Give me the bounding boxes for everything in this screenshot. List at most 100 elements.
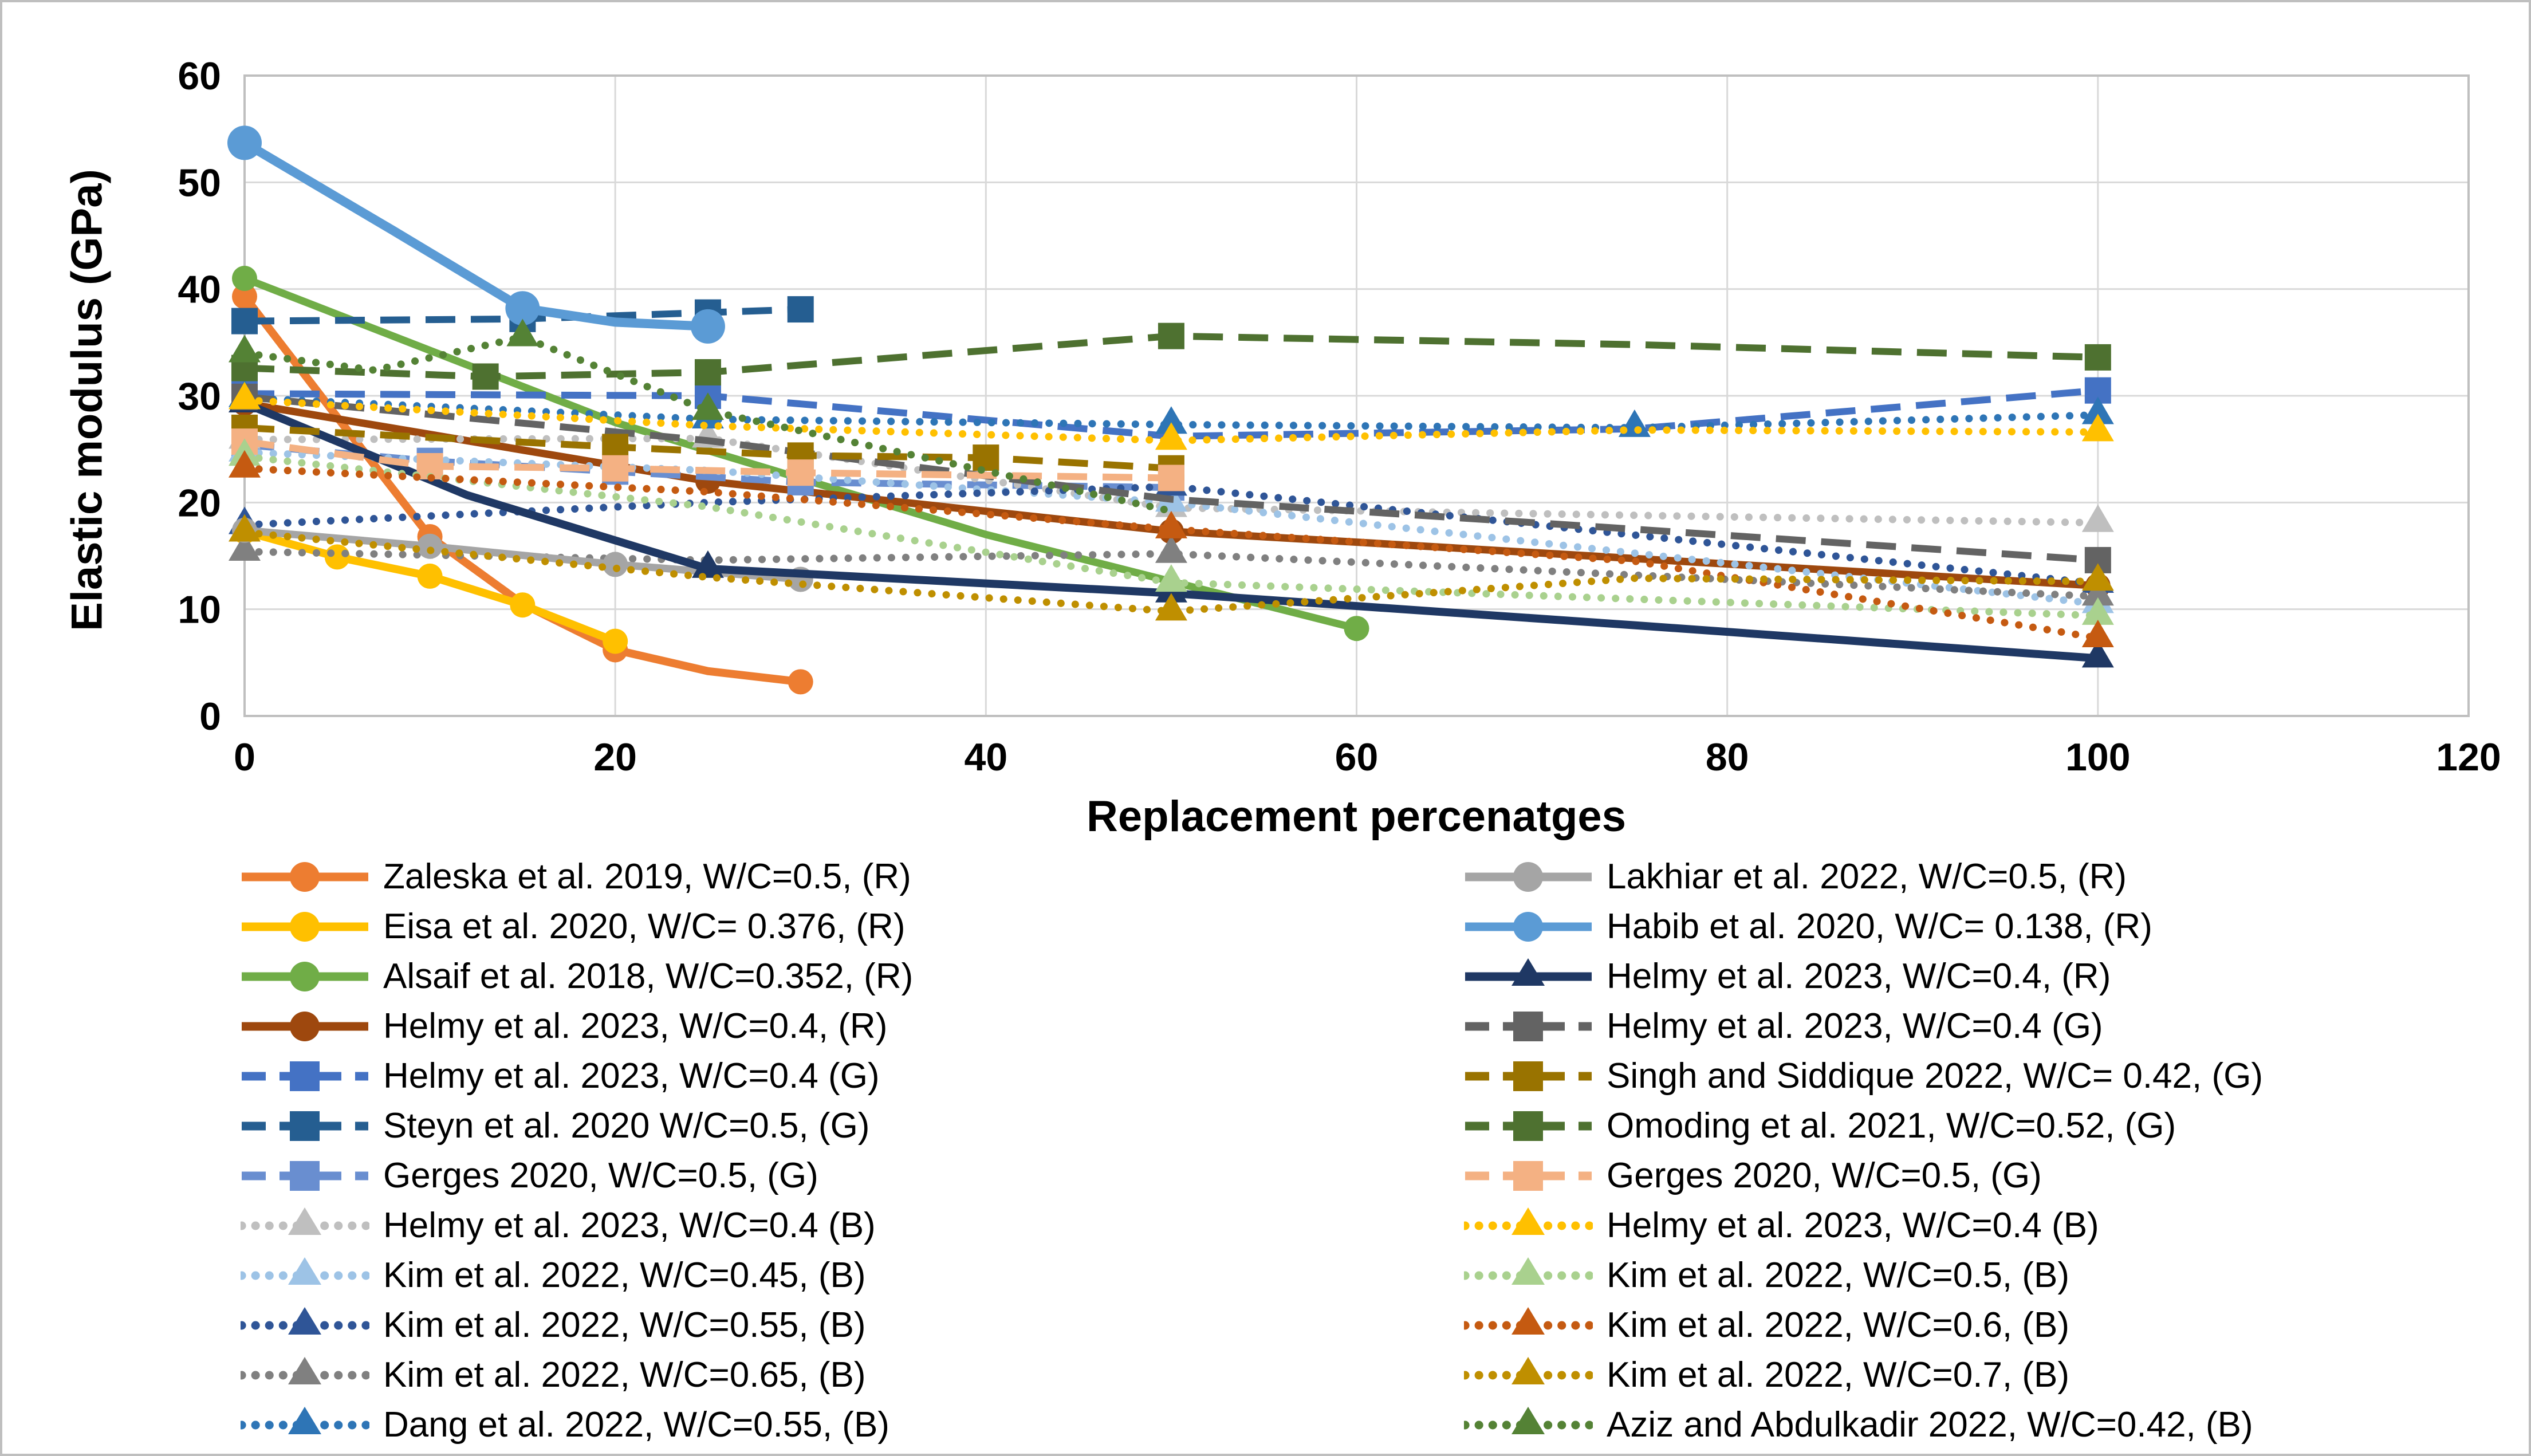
legend-marker-icon xyxy=(1465,1160,1592,1191)
series-marker xyxy=(1155,406,1187,434)
series-marker xyxy=(2081,619,2114,647)
x-tick-label: 40 xyxy=(965,735,1008,779)
legend-marker-icon xyxy=(242,961,368,991)
legend-marker-icon xyxy=(1465,1111,1592,1141)
legend-item: Dang et al. 2022, W/C=0.55, (B) xyxy=(241,1400,1461,1450)
legend-marker-sample xyxy=(288,1207,321,1235)
series-marker xyxy=(694,359,721,386)
legend-marker-sample xyxy=(1513,861,1543,892)
legend-item-label: Singh and Siddique 2022, W/C= 0.42, (G) xyxy=(1607,1056,2263,1096)
x-tick-label: 100 xyxy=(2065,735,2130,779)
series-marker xyxy=(505,291,540,326)
legend-marker-icon xyxy=(1464,1406,1593,1434)
legend-item: Helmy et al. 2023, W/C=0.4 (G) xyxy=(241,1051,1461,1101)
legend-item-label: Kim et al. 2022, W/C=0.6, (B) xyxy=(1607,1305,2070,1345)
legend-item: Helmy et al. 2023, W/C=0.4 (B) xyxy=(241,1201,1461,1250)
series-marker xyxy=(231,308,258,335)
series-marker xyxy=(510,592,536,618)
series-marker xyxy=(2081,504,2114,532)
legend-marker-sample xyxy=(1511,1356,1545,1384)
legend-item: Kim et al. 2022, W/C=0.45, (B) xyxy=(241,1250,1461,1300)
y-tick-label: 50 xyxy=(178,161,221,204)
legend-marker-icon xyxy=(242,1061,368,1091)
series-marker xyxy=(232,266,257,292)
legend-marker-icon xyxy=(1465,958,1592,986)
series-marker xyxy=(229,381,261,410)
series-marker xyxy=(1158,322,1184,349)
legend-marker-icon xyxy=(242,861,368,892)
series-23 xyxy=(229,318,1175,515)
series-line xyxy=(244,393,2099,564)
legend-marker-icon xyxy=(242,1011,368,1041)
legend-item: Lakhiar et al. 2022, W/C=0.5, (R) xyxy=(1464,852,2524,902)
legend-item-label: Gerges 2020, W/C=0.5, (G) xyxy=(1607,1156,2042,1195)
legend-marker-sample xyxy=(290,1011,320,1041)
legend-item: Kim et al. 2022, W/C=0.5, (B) xyxy=(1464,1250,2524,1300)
series-marker xyxy=(2081,578,2114,606)
y-tick-label: 40 xyxy=(178,268,221,312)
legend-marker-icon xyxy=(1464,1307,1593,1335)
series-marker xyxy=(973,444,999,471)
series-marker xyxy=(1155,535,1187,563)
series-13 xyxy=(227,125,725,344)
series-line xyxy=(244,332,2098,380)
legend-marker-sample xyxy=(1511,1207,1545,1235)
series-marker xyxy=(229,514,261,542)
legend-marker-sample xyxy=(1511,1307,1545,1335)
legend-item-label: Helmy et al. 2023, W/C=0.4 (G) xyxy=(383,1056,880,1096)
legend-item-label: Helmy et al. 2023, W/C=0.4 (B) xyxy=(383,1206,876,1245)
y-axis-title: Elastic modulus (GPa) xyxy=(62,169,112,631)
legend-marker-icon xyxy=(1465,911,1592,942)
series-line xyxy=(241,333,1175,515)
legend-marker-icon xyxy=(1465,1061,1592,1091)
legend-item: Helmy et al. 2023, W/C=0.4 (G) xyxy=(1464,1001,2524,1051)
series-marker xyxy=(2081,563,2114,591)
legend-item-label: Aziz and Abdulkadir 2022, W/C=0.42, (B) xyxy=(1607,1405,2253,1445)
legend-marker-sample xyxy=(290,1160,320,1191)
legend-marker-icon xyxy=(241,1307,369,1335)
legend-marker-sample xyxy=(1511,1257,1545,1285)
legend-item-label: Gerges 2020, W/C=0.5, (G) xyxy=(383,1156,818,1195)
legend-item: Helmy et al. 2023, W/C=0.4, (R) xyxy=(241,1001,1461,1051)
legend-marker-sample xyxy=(1513,911,1543,942)
y-tick-label: 20 xyxy=(178,481,221,525)
legend-marker-icon xyxy=(242,911,368,942)
series-line xyxy=(241,448,2102,608)
series-marker xyxy=(690,309,725,344)
legend-item: Zaleska et al. 2019, W/C=0.5, (R) xyxy=(241,852,1461,902)
legend-marker-sample xyxy=(290,861,320,892)
series-marker xyxy=(1155,422,1187,450)
x-tick-label: 60 xyxy=(1335,735,1379,779)
legend-item-label: Kim et al. 2022, W/C=0.45, (B) xyxy=(383,1256,866,1295)
series-marker xyxy=(2081,640,2114,668)
series-22 xyxy=(229,514,2114,621)
legend-item: Gerges 2020, W/C=0.5, (G) xyxy=(241,1151,1461,1201)
legend-marker-sample xyxy=(1511,1406,1545,1434)
series-marker xyxy=(2081,414,2114,442)
legend-item-label: Steyn et al. 2020 W/C=0.5, (G) xyxy=(383,1106,870,1146)
legend-item-label: Helmy et al. 2023, W/C=0.4 (B) xyxy=(1607,1206,2099,1245)
series-marker xyxy=(2081,597,2114,625)
x-tick-label: 0 xyxy=(234,735,255,779)
legend-marker-icon xyxy=(1464,1257,1593,1285)
y-tick-label: 60 xyxy=(178,54,221,98)
legend-marker-sample xyxy=(1513,1061,1543,1091)
series-marker xyxy=(1155,593,1187,621)
legend-marker-icon xyxy=(241,1207,369,1235)
x-tick-label: 80 xyxy=(1706,735,1749,779)
x-tick-label: 20 xyxy=(593,735,637,779)
y-tick-label: 10 xyxy=(178,588,221,632)
legend-marker-sample xyxy=(290,1111,320,1141)
legend-item-label: Zaleska et al. 2019, W/C=0.5, (R) xyxy=(383,857,911,896)
legend-item-label: Omoding et al. 2021, W/C=0.52, (G) xyxy=(1607,1106,2176,1146)
legend-item: Helmy et al. 2023, W/C=0.4 (B) xyxy=(1464,1201,2524,1250)
legend-item: Kim et al. 2022, W/C=0.65, (B) xyxy=(241,1350,1461,1400)
legend-item: Kim et al. 2022, W/C=0.55, (B) xyxy=(241,1300,1461,1350)
series-marker xyxy=(229,533,261,561)
series-marker xyxy=(2081,396,2114,424)
legend-item: Steyn et al. 2020 W/C=0.5, (G) xyxy=(241,1101,1461,1151)
series-line xyxy=(242,139,708,331)
legend-item: Helmy et al. 2023, W/C=0.4, (R) xyxy=(1464,951,2524,1001)
legend-item-label: Alsaif et al. 2018, W/C=0.352, (R) xyxy=(383,957,914,996)
legend-item-label: Kim et al. 2022, W/C=0.5, (B) xyxy=(1607,1256,2070,1295)
